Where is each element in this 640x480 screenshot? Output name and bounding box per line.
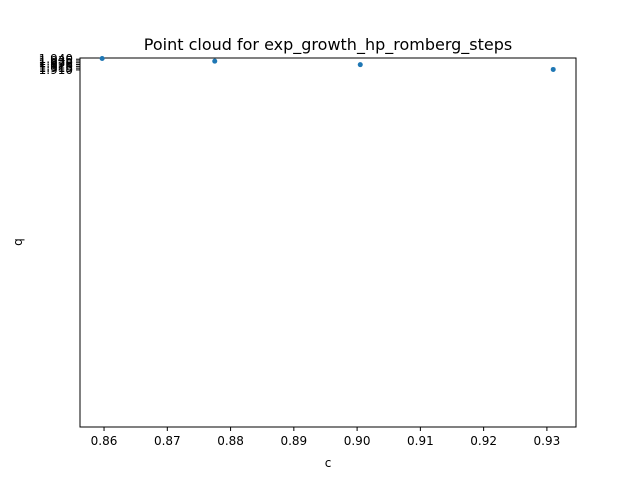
y-tick-label: 1.930 xyxy=(39,56,73,70)
chart-title: Point cloud for exp_growth_hp_romberg_st… xyxy=(144,35,512,55)
y-tick-label: 1.940 xyxy=(39,52,73,66)
x-axis-label: c xyxy=(325,456,332,470)
x-tick-label: 0.93 xyxy=(534,434,561,448)
axes-frame xyxy=(79,57,577,428)
data-point xyxy=(357,62,363,68)
x-tick-label: 0.86 xyxy=(91,434,118,448)
x-tick-label: 0.89 xyxy=(280,434,307,448)
y-tick-label: 1.935 xyxy=(39,54,73,68)
x-tick-label: 0.88 xyxy=(217,434,244,448)
x-tick-label: 0.90 xyxy=(344,434,371,448)
y-tick-label: 1.925 xyxy=(39,58,73,72)
x-tick-label: 0.87 xyxy=(154,434,181,448)
data-point xyxy=(99,55,105,61)
x-tick-label: 0.92 xyxy=(470,434,497,448)
y-tick-label: 1.920 xyxy=(39,59,73,73)
y-tick-label: 1.915 xyxy=(39,61,73,75)
data-point xyxy=(550,66,556,72)
y-tick-label: 1.910 xyxy=(39,63,73,77)
x-tick-label: 0.91 xyxy=(407,434,434,448)
y-axis-label: q xyxy=(11,238,25,246)
data-point xyxy=(212,58,218,64)
plot-area: 0.86 0.87 0.88 0.89 0.90 0.91 0.92 0.93 1.9101.9… xyxy=(39,52,577,448)
